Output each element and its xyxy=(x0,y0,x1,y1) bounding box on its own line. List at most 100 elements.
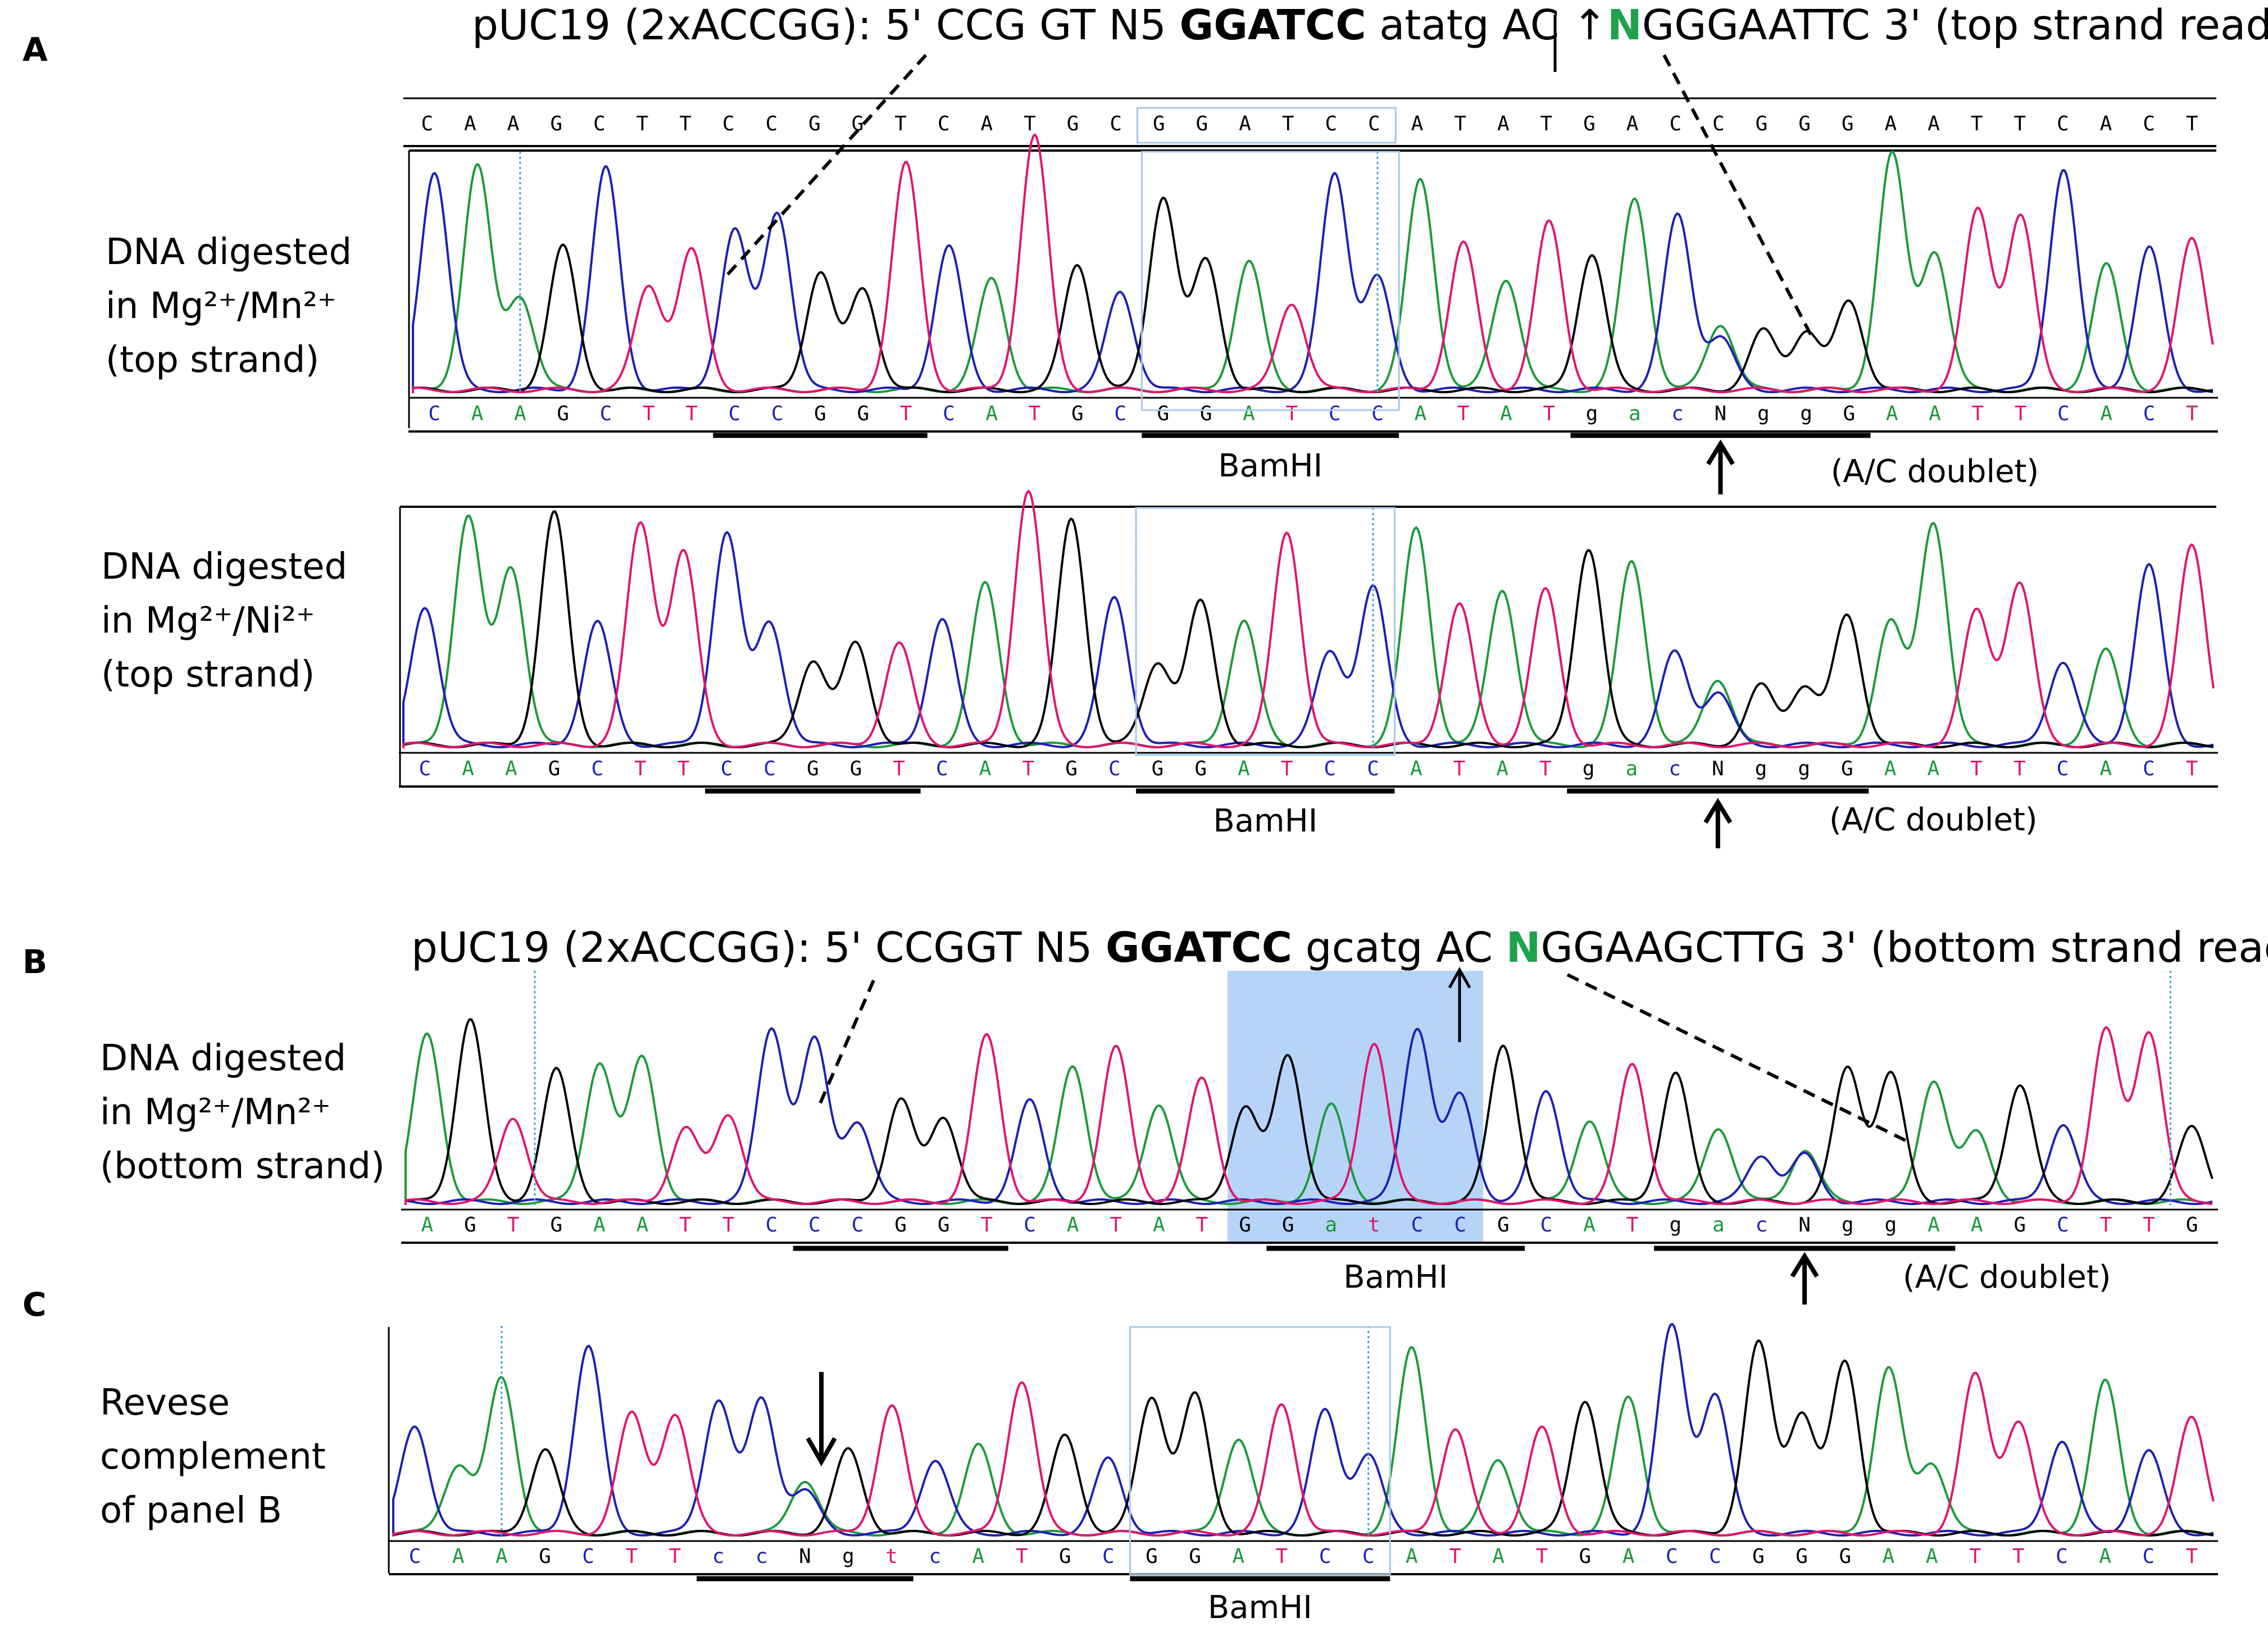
base-call: T xyxy=(722,1214,735,1237)
base-call: T xyxy=(981,1214,993,1237)
base-call: C xyxy=(1324,757,1337,780)
annotations xyxy=(724,15,1907,1467)
base-call: G xyxy=(1065,757,1078,780)
reference-base: T xyxy=(2186,112,2198,135)
base-call: c xyxy=(712,1545,725,1568)
base-call: T xyxy=(507,1214,520,1237)
reference-base: C xyxy=(938,112,950,135)
base-call: N xyxy=(1712,757,1724,780)
trace-label-c1: Revese complement of panel B xyxy=(100,1382,337,1531)
base-call: T xyxy=(1543,402,1555,425)
panel-letter-c: C xyxy=(22,1285,47,1324)
base-call: A xyxy=(1883,1545,1895,1568)
reference-base: G xyxy=(1842,112,1854,135)
base-call: g xyxy=(1583,757,1595,780)
base-call: g xyxy=(1842,1214,1854,1237)
base-call: G xyxy=(1796,1545,1808,1568)
base-call: A xyxy=(985,402,998,425)
base-call: T xyxy=(1196,1214,1208,1237)
trace-label-a1: DNA digested in Mg²⁺/Mn²⁺ (top strand) xyxy=(106,231,363,381)
base-call: C xyxy=(2143,402,2156,425)
title-n-base: N xyxy=(1506,924,1541,972)
reference-base: A xyxy=(2100,112,2112,135)
reference-base: T xyxy=(894,112,907,135)
base-call: C xyxy=(1411,1214,1424,1237)
base-call: T xyxy=(2015,402,2027,425)
trace-label-line: (top strand) xyxy=(101,654,315,696)
trace-channel-a xyxy=(392,1346,2214,1537)
base-call: a xyxy=(1626,757,1638,780)
base-call: G xyxy=(2186,1214,2198,1237)
base-call: g xyxy=(1586,402,1598,425)
base-call: C xyxy=(600,402,612,425)
base-call: T xyxy=(1970,757,1983,780)
reference-base: C xyxy=(1712,112,1725,135)
base-call: G xyxy=(1189,1545,1201,1568)
leader-line-a-right xyxy=(1662,54,1815,341)
base-call: A xyxy=(471,402,484,425)
base-call: C xyxy=(591,757,603,780)
base-call: A xyxy=(1243,402,1255,425)
reference-base: C xyxy=(421,112,433,135)
base-call: A xyxy=(1238,757,1250,780)
base-call: G xyxy=(1843,402,1856,425)
bamhi-frame xyxy=(1140,151,1400,411)
base-call: G xyxy=(1239,1214,1251,1237)
doublet-label: (A/C doublet) xyxy=(1831,453,2039,490)
panel-b: B pUC19 (2xACCGG): 5' CCGGT N5 GGATCC gc… xyxy=(22,924,2268,1305)
trace-label-line: in Mg²⁺/Mn²⁺ xyxy=(106,285,337,327)
reference-base: A xyxy=(1411,112,1424,135)
base-call: N xyxy=(1715,402,1727,425)
reference-base: G xyxy=(1067,112,1079,135)
base-call: T xyxy=(2014,757,2026,780)
base-call: A xyxy=(1622,1545,1635,1568)
base-call: A xyxy=(2099,757,2112,780)
title-bamhi-site: GGATCC xyxy=(1106,924,1292,972)
base-call: A xyxy=(1067,1214,1079,1237)
base-call: C xyxy=(2057,1214,2069,1237)
base-call: C xyxy=(1666,1545,1678,1568)
base-call: T xyxy=(1535,1545,1548,1568)
base-call: T xyxy=(625,1545,638,1568)
base-call: A xyxy=(1886,402,1898,425)
base-call: G xyxy=(1579,1545,1592,1568)
leader-line-b-right xyxy=(1566,973,1907,1142)
base-call: G xyxy=(850,757,862,780)
reference-base: C xyxy=(1110,112,1122,135)
bamhi-label: BamHI xyxy=(1213,803,1317,839)
reference-base: G xyxy=(550,112,562,135)
reference-base: G xyxy=(1798,112,1811,135)
title-suffix: GGAAGCTTG 3' (bottom strand read) xyxy=(1541,924,2268,972)
base-call: A xyxy=(1929,402,1941,425)
trace-channel-t xyxy=(412,133,2214,393)
arrow-down-icon xyxy=(806,1437,837,1467)
bamhi-label: BamHI xyxy=(1218,448,1322,484)
base-call: N xyxy=(799,1545,811,1568)
base-call: T xyxy=(2186,1545,2198,1568)
arrow-up-icon xyxy=(1703,798,1733,824)
base-call: C xyxy=(2056,1545,2068,1568)
base-call: t xyxy=(885,1545,898,1568)
base-call: G xyxy=(1497,1214,1510,1237)
base-call: G xyxy=(1841,757,1853,780)
base-call: T xyxy=(634,757,647,780)
reference-base: T xyxy=(1282,112,1294,135)
reference-base: A xyxy=(507,112,520,135)
trace-channel-c xyxy=(404,1027,2213,1205)
base-call: G xyxy=(1157,402,1170,425)
reference-base: A xyxy=(981,112,993,135)
base-call: A xyxy=(1414,402,1426,425)
base-call: T xyxy=(900,402,912,425)
trace-channel-t xyxy=(402,490,2215,748)
base-call: C xyxy=(428,402,440,425)
trace-channel-t xyxy=(404,1026,2213,1205)
base-call: G xyxy=(1200,402,1212,425)
reference-base: G xyxy=(1583,112,1596,135)
bamhi-label: BamHI xyxy=(1208,1589,1312,1626)
base-call: A xyxy=(462,757,474,780)
base-call: g xyxy=(1885,1214,1897,1237)
base-call: a xyxy=(1629,402,1641,425)
reference-bamhi-box xyxy=(1137,107,1397,144)
reference-base: C xyxy=(2057,112,2069,135)
